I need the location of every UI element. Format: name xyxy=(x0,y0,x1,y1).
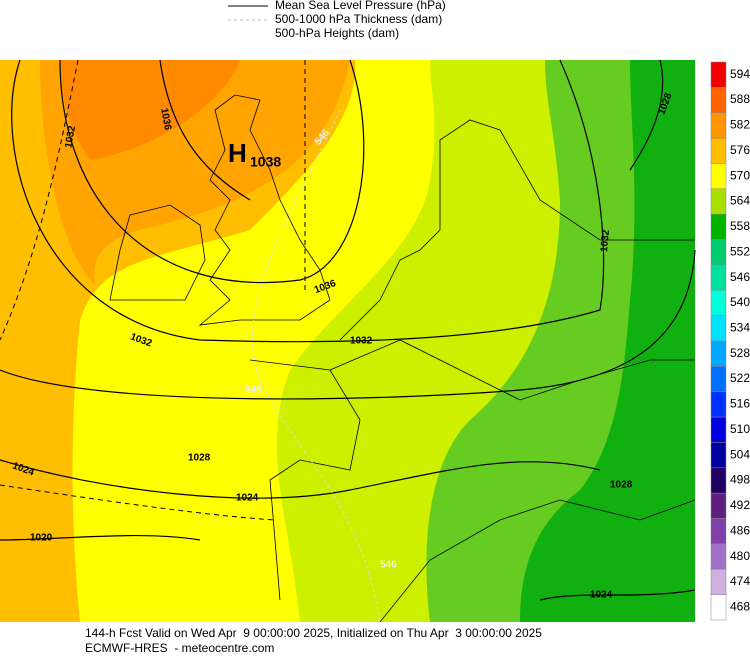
colorbar-swatch xyxy=(710,112,727,139)
colorbar-swatch xyxy=(710,290,727,316)
isobar xyxy=(629,59,664,171)
colorbar-label: 528 xyxy=(730,346,750,360)
colorbar-swatch xyxy=(710,391,727,418)
colorbar: 594 588 582 576 570 564 558 552 546 540 534 528 522 5… xyxy=(710,61,750,621)
colorbar-swatch xyxy=(710,188,727,215)
colorbar-swatch xyxy=(710,492,727,519)
contour-label: 546 xyxy=(380,560,397,571)
contour-label: 1036 xyxy=(158,107,173,131)
contour-label: 1032 xyxy=(350,336,373,347)
contour-label: 1020 xyxy=(30,533,53,544)
colorbar-label: 498 xyxy=(730,473,750,487)
colorbar-swatch xyxy=(710,366,727,392)
colorbar-swatch xyxy=(710,416,727,443)
colorbar-label: 552 xyxy=(730,244,750,258)
colorbar-label: 582 xyxy=(730,118,750,132)
colorbar-label: 504 xyxy=(730,447,750,461)
colorbar-swatch xyxy=(710,569,727,595)
map-fill xyxy=(520,60,695,622)
colorbar-swatch xyxy=(710,340,727,367)
legend-item: 500-1000 hPa Thickness (dam) xyxy=(275,12,442,26)
footer-line: ECMWF-HRES - meteocentre.com xyxy=(85,641,274,655)
colorbar-label: 594 xyxy=(730,67,750,81)
isobar xyxy=(59,59,365,284)
high-value: 1038 xyxy=(250,154,281,170)
colorbar-label: 492 xyxy=(730,498,750,512)
coastline xyxy=(109,204,206,301)
contour-label: 1032 xyxy=(599,229,612,253)
colorbar-label: 558 xyxy=(730,219,750,233)
colorbar-swatch xyxy=(710,239,727,266)
colorbar-swatch xyxy=(710,594,727,621)
colorbar-swatch xyxy=(710,315,727,342)
legend-item: 500-hPa Heights (dam) xyxy=(275,26,399,40)
contour-label: 1028 xyxy=(610,480,633,491)
high-marker: H xyxy=(228,138,247,168)
colorbar-swatch xyxy=(710,467,727,494)
colorbar-label: 468 xyxy=(730,599,750,613)
colorbar-label: 480 xyxy=(730,549,750,563)
map: H 1038 1036 1032 1036 1032 1032 1028 102… xyxy=(0,59,696,623)
colorbar-label: 564 xyxy=(730,194,750,208)
coastline xyxy=(249,119,696,623)
isobar xyxy=(159,59,251,201)
legend: Mean Sea Level Pressure (hPa) 500-1000 h… xyxy=(228,0,446,40)
contour-label: 1024 xyxy=(590,590,613,601)
contour-label: 1028 xyxy=(188,453,211,464)
colorbar-swatch xyxy=(710,442,727,469)
colorbar-label: 540 xyxy=(730,295,750,309)
colorbar-label: 546 xyxy=(730,270,750,284)
contour-label: 546 xyxy=(245,385,262,396)
footer-line: 144-h Fcst Valid on Wed Apr 9 00:00:00 2… xyxy=(85,626,542,640)
colorbar-swatch xyxy=(710,163,727,190)
thickness-line xyxy=(0,484,276,521)
colorbar-label: 516 xyxy=(730,397,750,411)
colorbar-swatch xyxy=(710,137,727,164)
colorbar-label: 522 xyxy=(730,371,750,385)
colorbar-swatch xyxy=(710,213,727,240)
isobar xyxy=(0,534,201,541)
contour-label: 1024 xyxy=(236,493,259,504)
thickness-line xyxy=(252,109,381,623)
isobar xyxy=(0,249,696,400)
colorbar-label: 570 xyxy=(730,168,750,182)
isobar xyxy=(539,589,696,601)
legend-item: Mean Sea Level Pressure (hPa) xyxy=(275,0,446,12)
colorbar-label: 534 xyxy=(730,320,750,334)
isobar xyxy=(0,459,601,499)
contour-label: 1032 xyxy=(63,125,78,149)
thickness-line xyxy=(0,59,79,341)
map-fill xyxy=(60,60,240,160)
colorbar-swatch xyxy=(710,87,727,113)
colorbar-label: 510 xyxy=(730,422,750,436)
colorbar-swatch xyxy=(710,543,727,570)
colorbar-label: 474 xyxy=(730,574,750,588)
colorbar-swatch xyxy=(710,61,727,88)
colorbar-label: 588 xyxy=(730,92,750,106)
coastline xyxy=(198,94,331,326)
colorbar-swatch xyxy=(710,264,727,291)
colorbar-label: 486 xyxy=(730,523,750,537)
colorbar-label: 576 xyxy=(730,143,750,157)
isobar xyxy=(11,59,605,343)
colorbar-swatch xyxy=(710,518,727,545)
